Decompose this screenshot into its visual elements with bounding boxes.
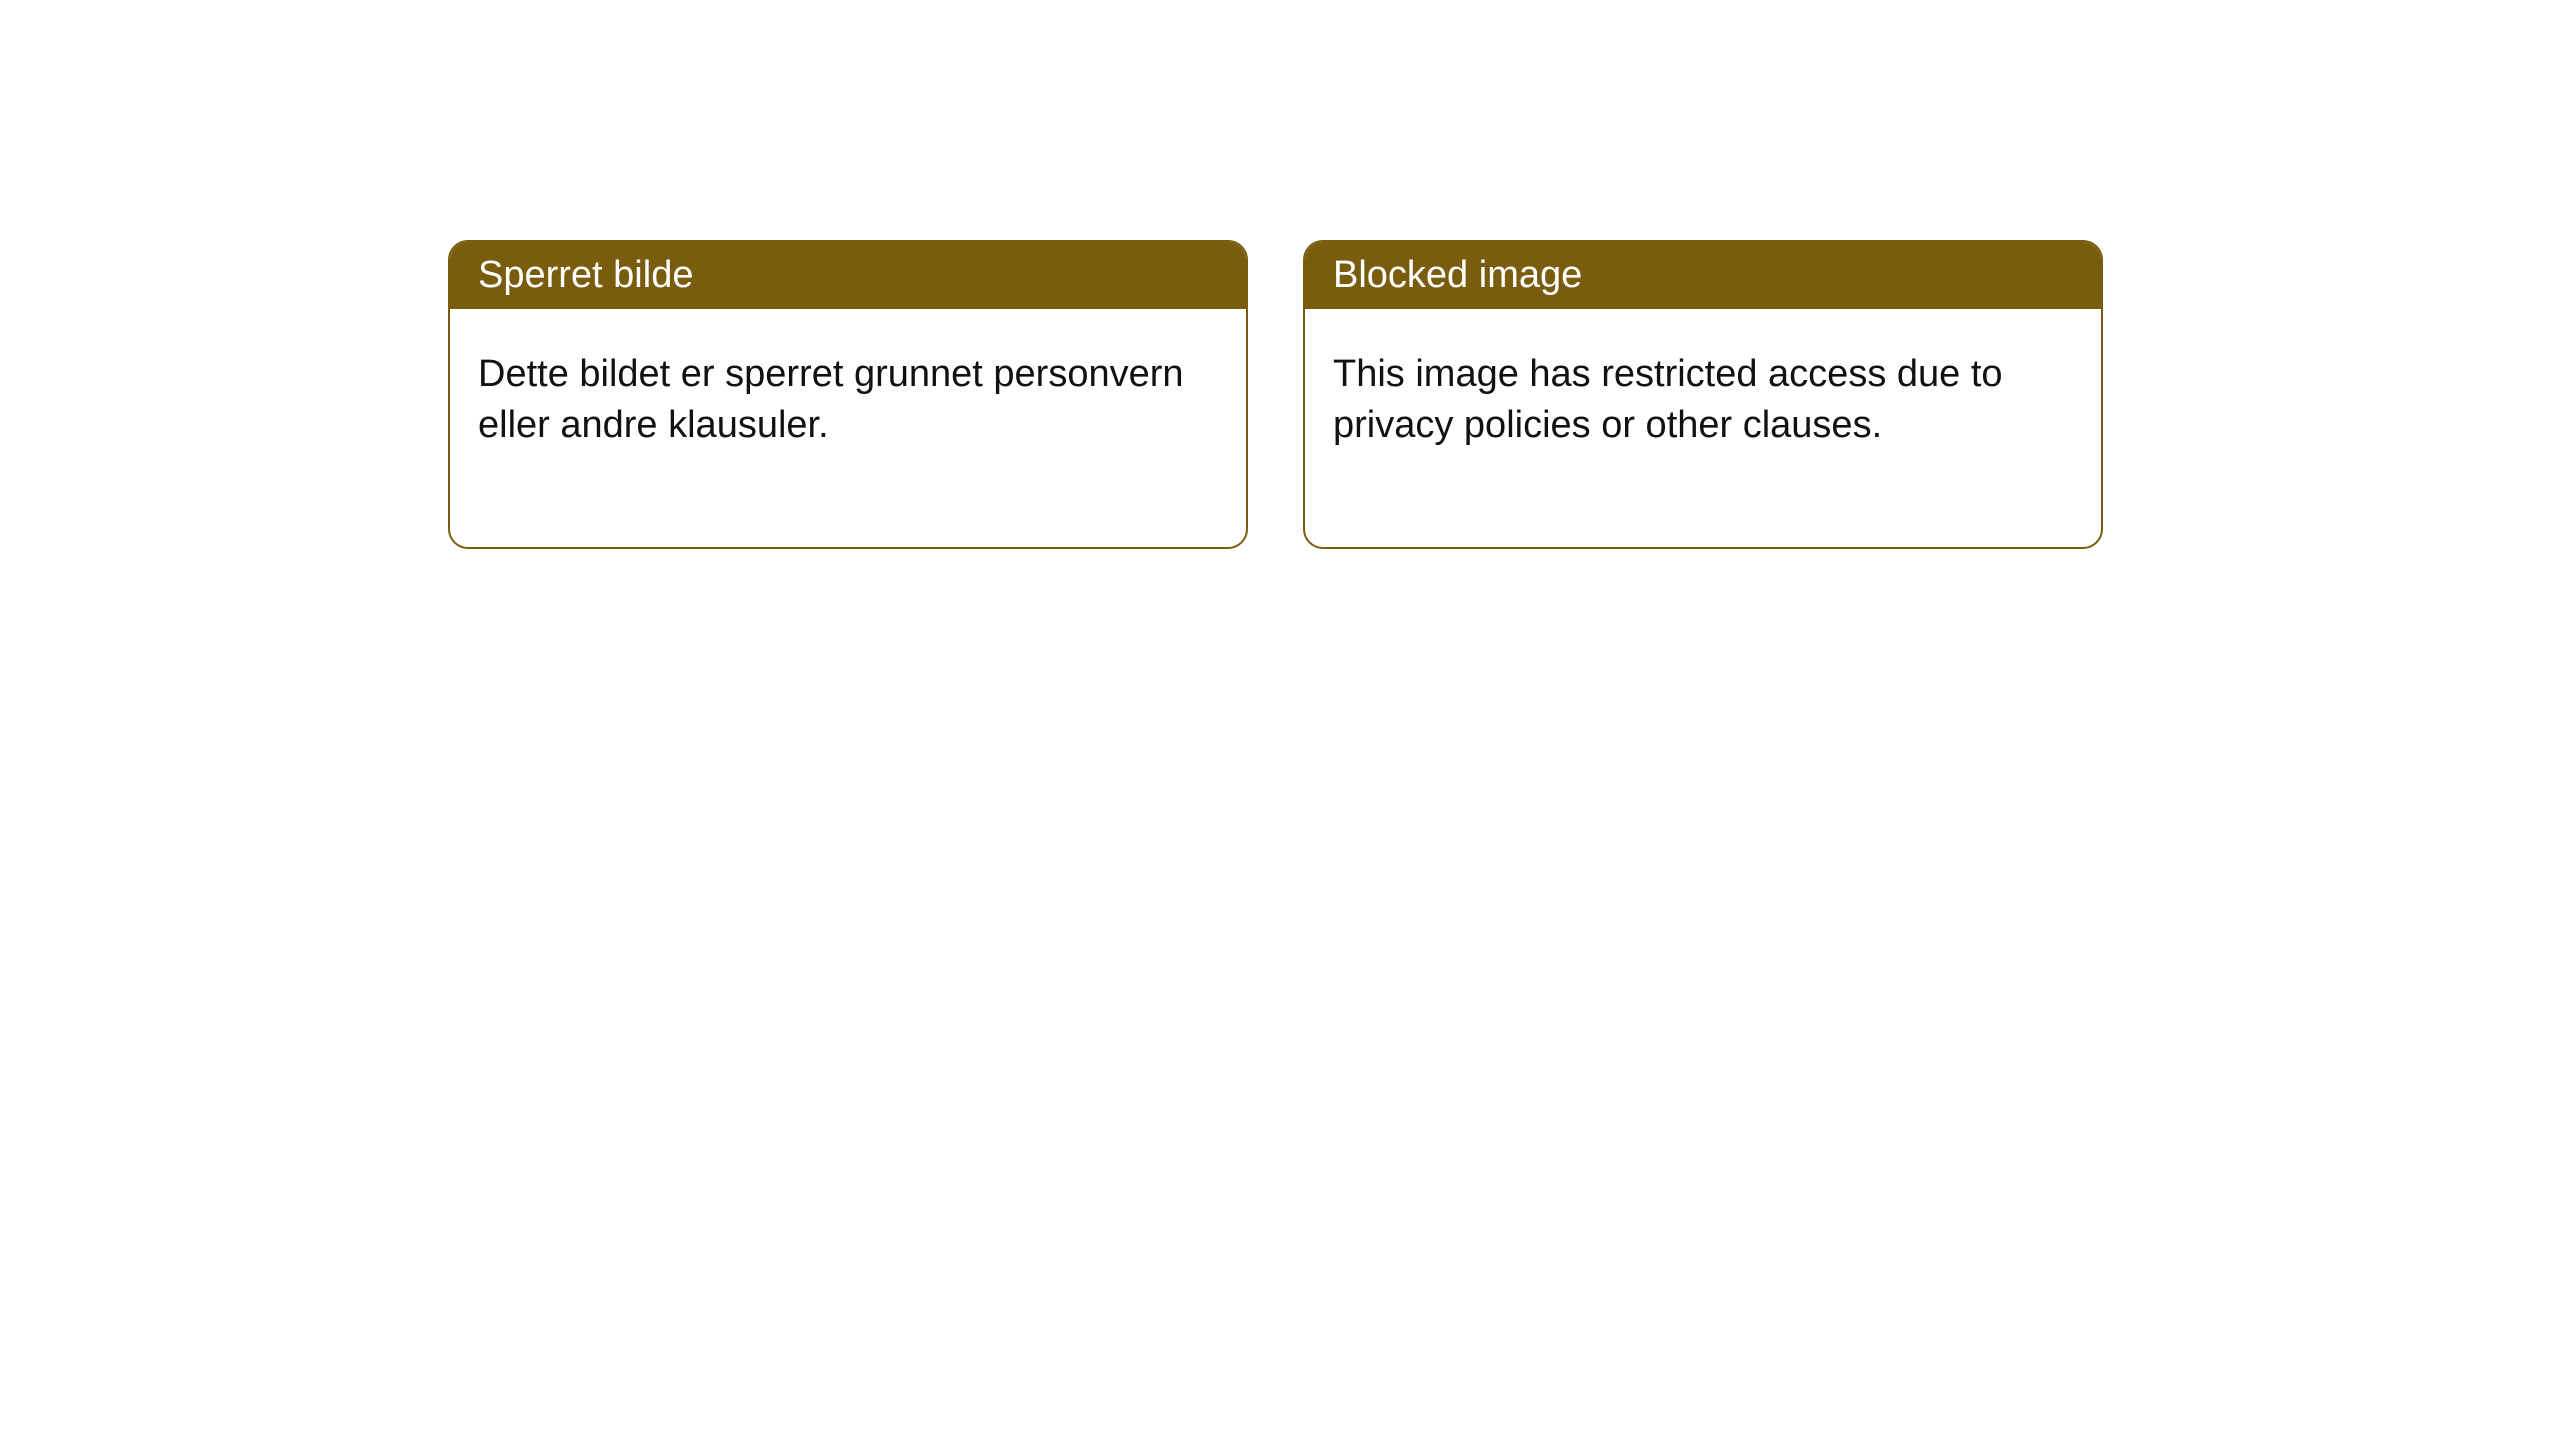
notice-body: Dette bildet er sperret grunnet personve… xyxy=(450,309,1246,547)
notice-body: This image has restricted access due to … xyxy=(1305,309,2101,547)
notice-body-text: This image has restricted access due to … xyxy=(1333,353,2003,446)
notice-header-text: Blocked image xyxy=(1333,254,1582,296)
notice-container: Sperret bilde Dette bildet er sperret gr… xyxy=(448,240,2103,549)
notice-header: Blocked image xyxy=(1305,242,2101,309)
notice-header: Sperret bilde xyxy=(450,242,1246,309)
notice-card-norwegian: Sperret bilde Dette bildet er sperret gr… xyxy=(448,240,1248,549)
notice-card-english: Blocked image This image has restricted … xyxy=(1303,240,2103,549)
notice-body-text: Dette bildet er sperret grunnet personve… xyxy=(478,353,1184,446)
notice-header-text: Sperret bilde xyxy=(478,254,693,296)
